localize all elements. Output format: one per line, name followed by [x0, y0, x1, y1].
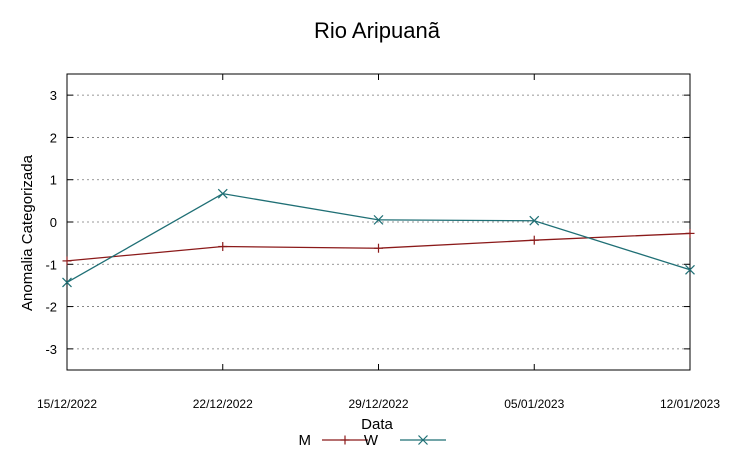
grid — [67, 94, 690, 350]
legend-label-M: M — [299, 432, 312, 449]
x-tick-label: 05/01/2023 — [504, 397, 564, 411]
chart-title: Rio Aripuanã — [314, 18, 441, 43]
y-axis-label: Anomalia Categorizada — [19, 154, 36, 311]
y-tick-label: 1 — [50, 173, 57, 188]
data-point-W — [373, 214, 384, 225]
series-layer — [62, 188, 695, 288]
y-tick-label: -2 — [45, 300, 57, 315]
y-tick-label: -3 — [45, 342, 57, 357]
data-point-W — [529, 215, 540, 226]
data-point-M — [529, 235, 539, 245]
legend-marker-M — [340, 435, 350, 445]
x-tick-label: 22/12/2022 — [193, 397, 253, 411]
x-axis-ticks: 15/12/2022 22/12/2022 29/12/2022 05/01/2023… — [37, 74, 720, 411]
y-tick-label: 2 — [50, 130, 57, 145]
y-tick-label: 0 — [50, 215, 57, 230]
data-point-M — [62, 256, 72, 266]
data-point-W — [62, 277, 72, 288]
data-point-W — [685, 264, 695, 275]
data-point-M — [374, 243, 383, 253]
x-axis-label: Data — [361, 416, 393, 433]
y-tick-label: 3 — [50, 88, 57, 103]
x-tick-label: 12/01/2023 — [660, 397, 720, 411]
y-tick-label: -1 — [45, 257, 57, 272]
data-point-M — [218, 242, 228, 252]
data-point-W — [217, 188, 228, 199]
legend-marker-W — [418, 435, 428, 445]
legend-label-W: W — [364, 432, 379, 449]
x-tick-label: 29/12/2022 — [348, 397, 408, 411]
y-axis-ticks: 3 2 1 0 -1 -2 -3 — [45, 88, 690, 357]
x-tick-label: 15/12/2022 — [37, 397, 97, 411]
data-point-M — [685, 228, 695, 238]
